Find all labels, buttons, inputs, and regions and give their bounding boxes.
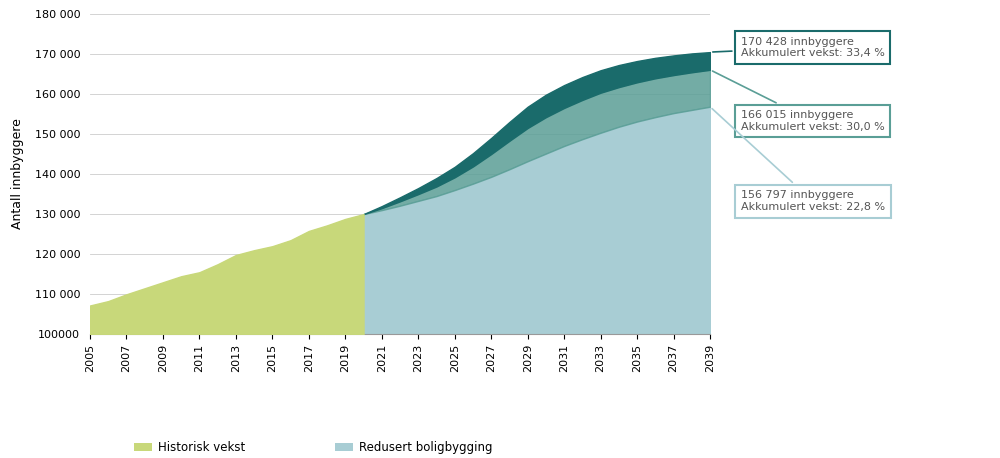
Y-axis label: Antall innbyggere: Antall innbyggere [11, 119, 24, 229]
Legend: Historisk vekst, HP prognose 2021-2024, Redusert boligbygging, Økt boligbygging: Historisk vekst, HP prognose 2021-2024, … [129, 436, 497, 458]
Text: 170 428 innbyggere
Akkumulert vekst: 33,4 %: 170 428 innbyggere Akkumulert vekst: 33,… [713, 37, 885, 58]
Text: 166 015 innbyggere
Akkumulert vekst: 30,0 %: 166 015 innbyggere Akkumulert vekst: 30,… [712, 71, 885, 132]
Text: 156 797 innbyggere
Akkumulert vekst: 22,8 %: 156 797 innbyggere Akkumulert vekst: 22,… [712, 109, 885, 212]
